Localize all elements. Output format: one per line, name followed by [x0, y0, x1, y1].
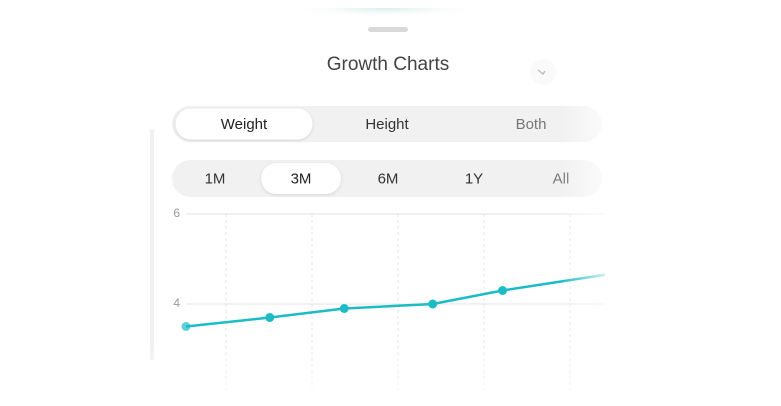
point[interactable]: [428, 299, 438, 309]
sheet-edge: [150, 130, 154, 360]
tab[interactable]: 1Y: [465, 170, 483, 187]
point[interactable]: [181, 322, 191, 331]
line: [185, 273, 606, 328]
tab[interactable]: Height: [365, 116, 409, 133]
top-glow: [300, 8, 470, 24]
point[interactable]: [265, 313, 275, 322]
bottom-fade: [150, 340, 620, 406]
tab[interactable]: 1M: [205, 170, 226, 187]
tab[interactable]: 3M: [291, 170, 312, 187]
y-tick-label: 4: [173, 296, 180, 310]
close-button[interactable]: [530, 59, 556, 85]
y-tick-label: 6: [173, 206, 180, 220]
drag-handle[interactable]: [368, 27, 408, 32]
tab[interactable]: Both: [516, 116, 547, 133]
point[interactable]: [498, 286, 508, 295]
selected-pill: [175, 108, 313, 140]
selected-pill: [261, 163, 341, 194]
title: Growth Charts: [327, 54, 449, 75]
point[interactable]: [339, 304, 349, 313]
tab[interactable]: Weight: [221, 116, 268, 133]
tab[interactable]: 6M: [378, 170, 399, 187]
